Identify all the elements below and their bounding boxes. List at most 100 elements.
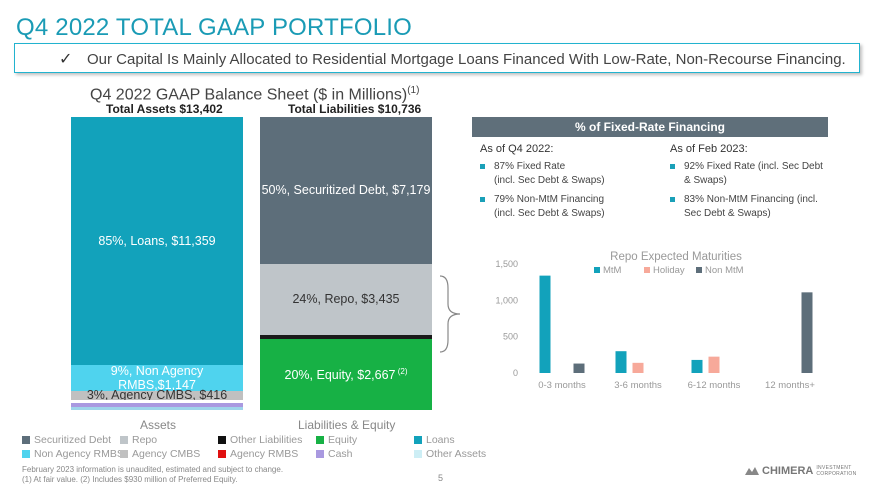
legend-item: Equity bbox=[316, 434, 357, 446]
assets-segment-5 bbox=[71, 403, 243, 407]
balance-sheet-footnote-ref: (1) bbox=[407, 85, 420, 96]
legend-label: Loans bbox=[426, 434, 455, 446]
legend-label: Other Assets bbox=[426, 448, 487, 460]
fixed-rate-feb-item-2: 83% Non-MtM Financing (incl. bbox=[670, 193, 832, 207]
fixed-rate-q4-item-1-cont: (incl. Sec Debt & Swaps) bbox=[494, 175, 605, 186]
assets-segment-4 bbox=[71, 399, 243, 404]
chart-bar bbox=[573, 363, 585, 373]
legend-item: Other Liabilities bbox=[218, 434, 302, 446]
legend-label: Securitized Debt bbox=[34, 434, 112, 446]
chart-legend-swatch bbox=[644, 267, 650, 273]
legend-swatch bbox=[316, 436, 324, 444]
checkmark-icon: ✓ bbox=[59, 51, 73, 68]
legend-swatch bbox=[414, 450, 422, 458]
liabilities-segment-label: 20%, Equity, $2,667 (2) bbox=[284, 366, 408, 382]
page-number: 5 bbox=[438, 473, 444, 483]
fixed-rate-feb: As of Feb 2023: 92% Fixed Rate (incl. Se… bbox=[670, 142, 832, 226]
assets-bar: 85%, Loans, $11,359 9%, Non Agency RMBS,$… bbox=[71, 117, 243, 410]
footnote-unaudited: February 2023 information is unaudited, … bbox=[22, 465, 284, 474]
fixed-rate-q4: As of Q4 2022: 87% Fixed Rate (incl. Sec… bbox=[480, 142, 650, 226]
chimera-logo-sub1: INVESTMENT bbox=[816, 465, 852, 471]
chart-title: Repo Expected Maturities bbox=[610, 251, 742, 263]
legend-label: Agency RMBS bbox=[230, 448, 299, 460]
liabilities-segment-2: 24%, Repo, $3,435 bbox=[260, 263, 432, 336]
liabilities-segment-1: 50%, Securitized Debt, $7,179 bbox=[260, 117, 432, 264]
fixed-rate-q4-head: As of Q4 2022: bbox=[480, 143, 554, 155]
chart-bar bbox=[801, 292, 813, 373]
assets-segment-label: 3%, Agency CMBS, $416 bbox=[86, 388, 228, 403]
assets-caption: Assets bbox=[140, 418, 177, 432]
repo-maturities-chart: Repo Expected Maturities MtM Holiday Non Mt… bbox=[495, 251, 815, 391]
assets-segment-6 bbox=[71, 406, 243, 410]
legend-item: Cash bbox=[316, 448, 353, 460]
legend-item: Other Assets bbox=[414, 448, 486, 460]
x-tick-label: 6-12 months bbox=[688, 380, 741, 391]
fixed-rate-q4-item-2: 79% Non-MtM Financing bbox=[480, 193, 650, 207]
chart-legend-label: Non MtM bbox=[705, 265, 744, 276]
legend-item: Agency RMBS bbox=[218, 448, 298, 460]
liabilities-segment-label: 50%, Securitized Debt, $7,179 bbox=[261, 183, 431, 198]
assets-segment-label: 85%, Loans, $11,359 bbox=[98, 234, 216, 249]
liabilities-caption: Liabilities & Equity bbox=[298, 418, 396, 432]
chart-bar bbox=[708, 356, 720, 373]
legend-label: Repo bbox=[132, 434, 158, 446]
legend-item: Repo bbox=[120, 434, 157, 446]
x-tick-label: 0-3 months bbox=[538, 380, 586, 391]
fixed-rate-feb-head: As of Feb 2023: bbox=[670, 143, 748, 155]
legend-item: Securitized Debt bbox=[22, 434, 111, 446]
total-liabilities-header: Total Liabilities $10,736 bbox=[288, 102, 422, 116]
chart-bar bbox=[632, 362, 644, 373]
legend-label: Agency CMBS bbox=[132, 448, 201, 460]
fixed-rate-q4-item-1: 87% Fixed Rate bbox=[480, 160, 650, 174]
chart-bar bbox=[691, 359, 703, 373]
brace-icon bbox=[439, 275, 461, 353]
legend-item: Agency CMBS bbox=[120, 448, 200, 460]
y-tick-label: 1,000 bbox=[495, 295, 518, 305]
total-assets-header: Total Assets $13,402 bbox=[106, 102, 223, 116]
legend-swatch bbox=[22, 436, 30, 444]
page-title: Q4 2022 TOTAL GAAP PORTFOLIO bbox=[16, 14, 412, 41]
footnote-fair-value: (1) At fair value. (2) Includes $930 mil… bbox=[22, 475, 238, 484]
legend-swatch bbox=[414, 436, 422, 444]
assets-segment-2: 9%, Non Agency RMBS,$1,147 bbox=[71, 364, 243, 393]
assets-segment-label: 9%, Non Agency RMBS,$1,147 bbox=[110, 364, 204, 393]
assets-segment-3: 3%, Agency CMBS, $416 bbox=[71, 388, 243, 403]
fixed-rate-feb-item-1-cont: & Swaps) bbox=[684, 175, 727, 186]
legend-swatch bbox=[316, 450, 324, 458]
fixed-rate-feb-item-2-cont: Sec Debt & Swaps) bbox=[684, 208, 771, 219]
legend-swatch bbox=[218, 450, 226, 458]
chart-legend-label: MtM bbox=[603, 265, 622, 276]
liabilities-segment-3 bbox=[260, 335, 432, 339]
chimera-logo-icon bbox=[745, 467, 759, 475]
legend-item: Loans bbox=[414, 434, 455, 446]
y-tick-label: 1,500 bbox=[495, 259, 518, 269]
assets-segment-1: 85%, Loans, $11,359 bbox=[71, 117, 243, 366]
chart-bar bbox=[539, 275, 551, 373]
legend-item: Non Agency RMBS bbox=[22, 448, 124, 460]
chimera-logo: CHIMERA INVESTMENT CORPORATION bbox=[744, 465, 857, 477]
chart-legend-swatch bbox=[594, 267, 600, 273]
chimera-logo-name: CHIMERA bbox=[762, 465, 814, 477]
key-message-text: Our Capital Is Mainly Allocated to Resid… bbox=[87, 51, 846, 68]
chart-legend-label: Holiday bbox=[653, 265, 685, 276]
liabilities-bar: 50%, Securitized Debt, $7,179 24%, Repo, … bbox=[260, 117, 432, 410]
fixed-rate-q4-item-2-cont: (incl. Sec Debt & Swaps) bbox=[494, 208, 605, 219]
liabilities-segment-label: 24%, Repo, $3,435 bbox=[292, 292, 400, 307]
chimera-logo-sub2: CORPORATION bbox=[816, 471, 857, 477]
legend-label: Equity bbox=[328, 434, 358, 446]
x-tick-label: 3-6 months bbox=[614, 380, 662, 391]
legend-swatch bbox=[218, 436, 226, 444]
key-message-banner: ✓ Our Capital Is Mainly Allocated to Res… bbox=[14, 43, 860, 73]
liabilities-segment-4: 20%, Equity, $2,667 (2) bbox=[260, 338, 432, 410]
legend-label: Other Liabilities bbox=[230, 434, 303, 446]
legend-swatch bbox=[120, 436, 128, 444]
fixed-rate-feb-item-1: 92% Fixed Rate (incl. Sec Debt bbox=[670, 160, 832, 174]
legend-swatch bbox=[22, 450, 30, 458]
fixed-rate-header: % of Fixed-Rate Financing bbox=[472, 117, 828, 137]
legend-swatch bbox=[120, 450, 128, 458]
legend-label: Cash bbox=[328, 448, 353, 460]
balance-sheet-legend: Securitized Debt Repo Other Liabilities Equ… bbox=[22, 434, 492, 462]
chart-legend-swatch bbox=[696, 267, 702, 273]
balance-sheet-title-text: Q4 2022 GAAP Balance Sheet ($ in Million… bbox=[90, 86, 408, 104]
legend-label: Non Agency RMBS bbox=[34, 448, 124, 460]
